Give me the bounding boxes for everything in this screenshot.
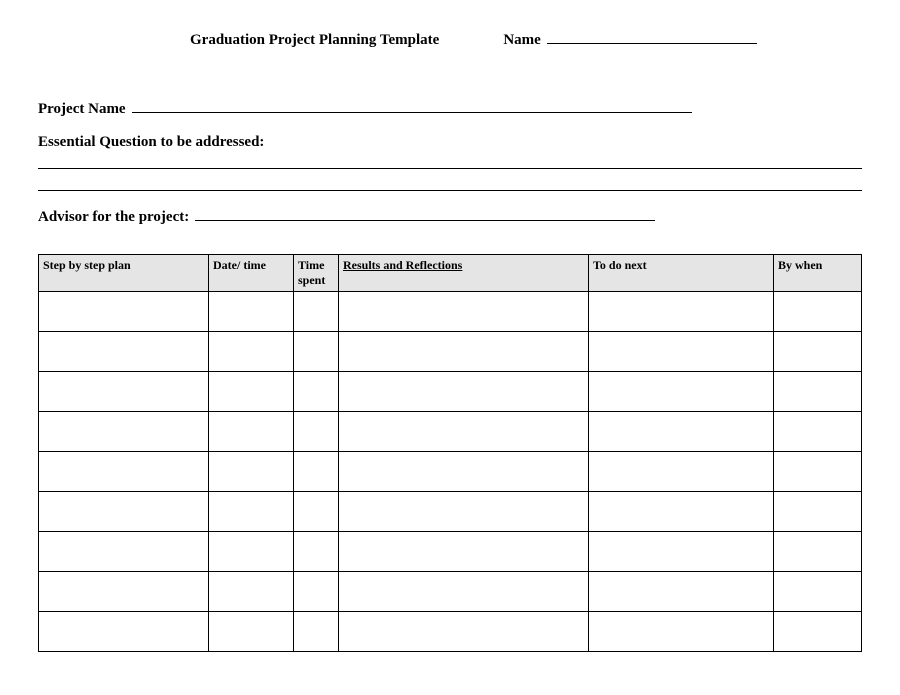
table-row xyxy=(39,372,862,412)
advisor-label: Advisor for the project: xyxy=(38,209,189,226)
table-row xyxy=(39,572,862,612)
table-cell[interactable] xyxy=(339,332,589,372)
table-cell[interactable] xyxy=(339,292,589,332)
table-header-cell: Results and Reflections xyxy=(339,255,589,292)
table-cell[interactable] xyxy=(589,292,774,332)
table-cell[interactable] xyxy=(294,572,339,612)
table-header-label: Results and Reflections xyxy=(343,258,462,272)
table-cell[interactable] xyxy=(589,412,774,452)
table-cell[interactable] xyxy=(774,492,862,532)
table-cell[interactable] xyxy=(294,452,339,492)
table-cell[interactable] xyxy=(294,292,339,332)
table-row xyxy=(39,412,862,452)
table-cell[interactable] xyxy=(39,612,209,652)
table-cell[interactable] xyxy=(294,412,339,452)
table-row xyxy=(39,452,862,492)
table-cell[interactable] xyxy=(294,332,339,372)
table-body xyxy=(39,292,862,652)
table-header-cell: By when xyxy=(774,255,862,292)
project-name-label: Project Name xyxy=(38,101,126,118)
advisor-row: Advisor for the project: xyxy=(38,207,862,226)
table-cell[interactable] xyxy=(339,492,589,532)
table-cell[interactable] xyxy=(339,412,589,452)
table-cell[interactable] xyxy=(209,412,294,452)
essential-question-line-1[interactable] xyxy=(38,155,862,169)
table-cell[interactable] xyxy=(294,492,339,532)
table-header-cell: Step by step plan xyxy=(39,255,209,292)
table-row xyxy=(39,332,862,372)
table-cell[interactable] xyxy=(589,372,774,412)
table-cell[interactable] xyxy=(589,332,774,372)
table-cell[interactable] xyxy=(339,612,589,652)
table-cell[interactable] xyxy=(209,492,294,532)
table-cell[interactable] xyxy=(339,532,589,572)
project-name-input-line[interactable] xyxy=(132,99,692,113)
name-input-line[interactable] xyxy=(547,30,757,44)
table-header-cell: Time spent xyxy=(294,255,339,292)
table-cell[interactable] xyxy=(339,372,589,412)
table-cell[interactable] xyxy=(294,532,339,572)
essential-question-line-2[interactable] xyxy=(38,177,862,191)
table-cell[interactable] xyxy=(294,612,339,652)
table-cell[interactable] xyxy=(589,492,774,532)
table-cell[interactable] xyxy=(774,332,862,372)
table-row xyxy=(39,292,862,332)
table-cell[interactable] xyxy=(774,572,862,612)
name-label: Name xyxy=(503,32,541,49)
table-cell[interactable] xyxy=(774,532,862,572)
table-cell[interactable] xyxy=(774,292,862,332)
table-cell[interactable] xyxy=(39,532,209,572)
table-cell[interactable] xyxy=(209,292,294,332)
table-cell[interactable] xyxy=(339,572,589,612)
table-cell[interactable] xyxy=(589,532,774,572)
table-header-row: Step by step planDate/ timeTime spent Res… xyxy=(39,255,862,292)
table-cell[interactable] xyxy=(589,612,774,652)
project-name-row: Project Name xyxy=(38,99,862,118)
table-cell[interactable] xyxy=(589,572,774,612)
table-cell[interactable] xyxy=(209,532,294,572)
table-cell[interactable] xyxy=(774,412,862,452)
table-cell[interactable] xyxy=(774,452,862,492)
table-cell[interactable] xyxy=(209,572,294,612)
table-header-cell: Date/ time xyxy=(209,255,294,292)
table-row xyxy=(39,612,862,652)
planning-table: Step by step planDate/ timeTime spent Res… xyxy=(38,254,862,652)
table-cell[interactable] xyxy=(39,572,209,612)
table-cell[interactable] xyxy=(339,452,589,492)
header-row: Graduation Project Planning Template Nam… xyxy=(190,30,862,49)
table-cell[interactable] xyxy=(294,372,339,412)
table-cell[interactable] xyxy=(209,332,294,372)
table-row xyxy=(39,532,862,572)
table-row xyxy=(39,492,862,532)
table-cell[interactable] xyxy=(39,452,209,492)
table-cell[interactable] xyxy=(39,372,209,412)
table-cell[interactable] xyxy=(774,612,862,652)
table-cell[interactable] xyxy=(39,292,209,332)
table-cell[interactable] xyxy=(209,452,294,492)
table-cell[interactable] xyxy=(209,372,294,412)
page-title: Graduation Project Planning Template xyxy=(190,32,439,49)
table-cell[interactable] xyxy=(39,412,209,452)
table-cell[interactable] xyxy=(39,492,209,532)
table-header-cell: To do next xyxy=(589,255,774,292)
advisor-input-line[interactable] xyxy=(195,207,655,221)
table-cell[interactable] xyxy=(774,372,862,412)
essential-question-label: Essential Question to be addressed: xyxy=(38,134,862,151)
table-cell[interactable] xyxy=(589,452,774,492)
table-cell[interactable] xyxy=(39,332,209,372)
table-cell[interactable] xyxy=(209,612,294,652)
